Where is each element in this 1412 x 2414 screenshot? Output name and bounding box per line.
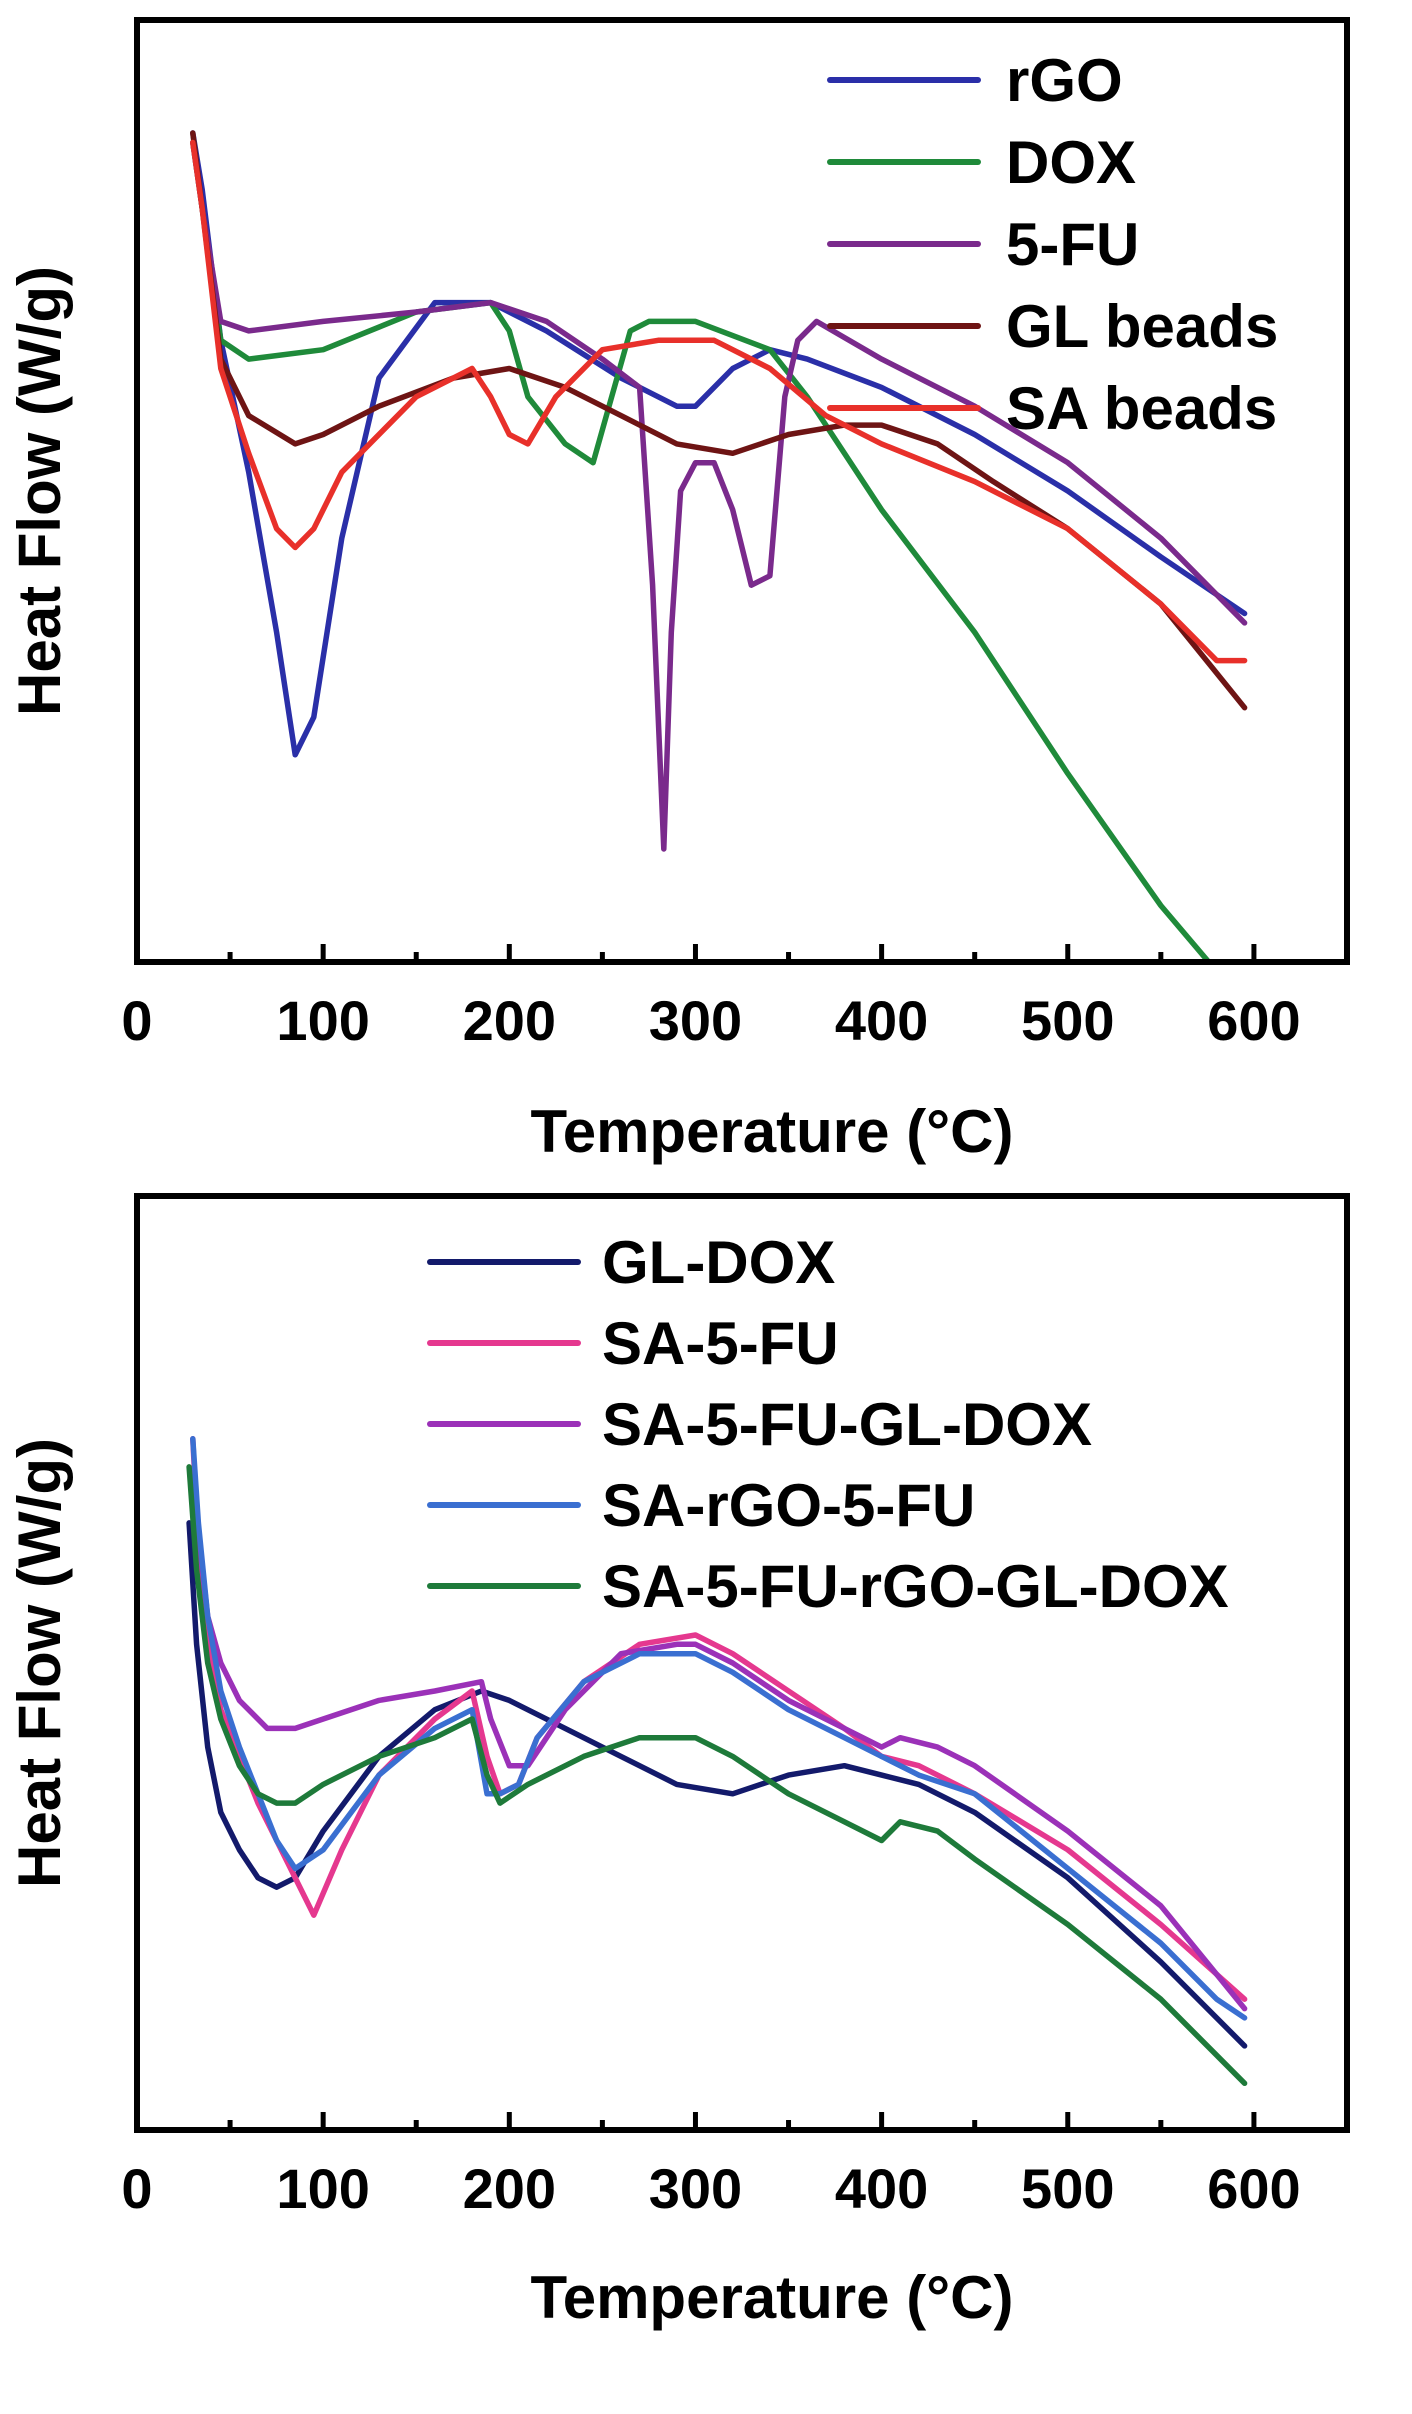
x-tick-label: 100 [276,989,369,1052]
legend-label: SA-rGO-5-FU [602,1472,975,1539]
legend: GL-DOX SA-5-FU SA-5-FU-GL-DOX SA-rGO-5-FU SA… [427,1229,1229,1620]
plot-frame [134,17,1350,965]
legend-label: SA-5-FU-rGO-GL-DOX [602,1553,1229,1620]
x-tick-label: 400 [835,989,928,1052]
legend-label: GL-DOX [602,1229,835,1296]
x-tick-label: 200 [463,2157,556,2220]
x-tick-label: 0 [121,2157,152,2220]
x-axis-title: Temperature (°C) [531,2264,1014,2331]
x-axis-title: Temperature (°C) [531,1098,1014,1165]
series-line-sa-5-fu-gl-dox [190,1473,1248,2012]
series-line-gl-beads [190,130,1248,711]
series-line-sa-beads [190,139,1248,664]
legend-label: DOX [1006,129,1136,196]
legend-label: 5-FU [1006,211,1139,278]
x-tick-label: 0 [121,989,152,1052]
series-line-dox [190,139,1213,962]
series-line-gl-dox [186,1520,1248,2049]
x-tick-label: 500 [1021,2157,1114,2220]
top-chart: 0 100 200 300 400 500 600 Temperature (°C) Heat … [6,17,1350,1165]
legend-label: GL beads [1006,293,1278,360]
legend-label: rGO [1006,47,1123,114]
series-group [190,130,1248,962]
bottom-chart: 0 100 200 300 400 500 600 Temperature (°C) Heat … [6,1193,1350,2331]
series-line-sa-5-fu-rgo-gl-dox [186,1464,1248,2087]
legend: rGO DOX 5-FU GL beads SA beads [827,47,1278,442]
x-tick-label: 200 [463,989,556,1052]
x-tick-label: 300 [649,2157,742,2220]
series-line-rgo [190,130,1248,758]
legend-label: SA beads [1006,375,1277,442]
y-axis-title: Heat Flow (W/g) [6,266,73,716]
legend-label: SA-5-FU [602,1310,839,1377]
plot-frame [134,1193,1350,2133]
x-tick-label: 600 [1207,989,1300,1052]
series-line-5-fu [190,139,1248,852]
x-tick-label: 300 [649,989,742,1052]
x-tick-label: 100 [276,2157,369,2220]
series-line-sa-rgo-5-fu [190,1436,1248,2021]
x-tick-label: 400 [835,2157,928,2220]
series-group [186,1436,1248,2087]
y-axis-title: Heat Flow (W/g) [6,1438,73,1888]
x-tick-label: 500 [1021,989,1114,1052]
x-tick-label: 600 [1207,2157,1300,2220]
legend-label: SA-5-FU-GL-DOX [602,1391,1092,1458]
